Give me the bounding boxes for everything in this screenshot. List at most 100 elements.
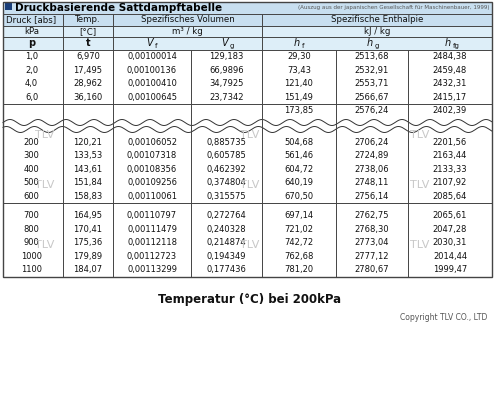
Text: 2047,28: 2047,28 (433, 225, 467, 234)
Text: h: h (445, 39, 451, 48)
Text: 28,962: 28,962 (74, 79, 102, 88)
Text: g: g (375, 43, 380, 49)
Text: Temp.: Temp. (75, 16, 101, 24)
Text: 6,0: 6,0 (25, 93, 38, 102)
Text: Spezifische Enthalpie: Spezifische Enthalpie (331, 16, 423, 24)
Text: 900: 900 (24, 238, 40, 247)
Text: 781,20: 781,20 (284, 265, 314, 274)
Text: 0,00100136: 0,00100136 (127, 66, 177, 75)
Text: 133,53: 133,53 (74, 151, 102, 160)
Text: 0,194349: 0,194349 (207, 252, 246, 261)
Text: 300: 300 (24, 151, 40, 160)
Text: 151,84: 151,84 (74, 178, 102, 187)
Text: 200: 200 (24, 138, 40, 147)
Text: TLV: TLV (240, 130, 260, 140)
Text: 500: 500 (24, 178, 40, 187)
Text: 400: 400 (24, 165, 40, 174)
Text: 179,89: 179,89 (74, 252, 102, 261)
Text: 0,605785: 0,605785 (206, 151, 246, 160)
Text: m³ / kg: m³ / kg (172, 27, 203, 36)
Text: 561,46: 561,46 (284, 151, 314, 160)
Text: f: f (155, 43, 158, 49)
Text: TLV: TLV (410, 180, 430, 190)
Text: V: V (146, 39, 154, 48)
Text: 2532,91: 2532,91 (355, 66, 389, 75)
Text: 0,00113299: 0,00113299 (127, 265, 177, 274)
Text: Druck [abs]: Druck [abs] (6, 16, 56, 24)
Text: 17,495: 17,495 (74, 66, 102, 75)
Text: 2762,75: 2762,75 (355, 211, 389, 220)
Text: Temperatur (°C) bei 200kPa: Temperatur (°C) bei 200kPa (158, 294, 342, 307)
Text: g: g (230, 43, 234, 49)
Text: 2566,67: 2566,67 (354, 93, 390, 102)
Text: 742,72: 742,72 (284, 238, 314, 247)
Text: h: h (367, 39, 373, 48)
Text: 2415,17: 2415,17 (433, 93, 467, 102)
Text: 2706,24: 2706,24 (355, 138, 389, 147)
Text: 0,177436: 0,177436 (206, 265, 246, 274)
Text: 0,00110797: 0,00110797 (127, 211, 177, 220)
Text: 0,462392: 0,462392 (206, 165, 246, 174)
Text: 697,14: 697,14 (284, 211, 314, 220)
Text: 2748,11: 2748,11 (355, 178, 389, 187)
Text: 2768,30: 2768,30 (354, 225, 390, 234)
Text: 0,00108356: 0,00108356 (127, 165, 177, 174)
Text: Copyright TLV CO., LTD: Copyright TLV CO., LTD (400, 313, 487, 323)
Text: 0,00107318: 0,00107318 (127, 151, 177, 160)
Text: 604,72: 604,72 (284, 165, 314, 174)
Text: 762,68: 762,68 (284, 252, 314, 261)
Text: 23,7342: 23,7342 (209, 93, 244, 102)
Text: 0,00112723: 0,00112723 (127, 252, 177, 261)
Text: TLV: TLV (36, 130, 54, 140)
Bar (3, 2, 492, 14)
Text: fg: fg (453, 43, 460, 49)
Text: V: V (221, 39, 228, 48)
Text: 800: 800 (24, 225, 40, 234)
Text: 129,183: 129,183 (210, 52, 244, 61)
Text: 4,0: 4,0 (25, 79, 38, 88)
Text: 0,00100410: 0,00100410 (127, 79, 177, 88)
Text: 2085,64: 2085,64 (433, 192, 467, 201)
Text: 2432,31: 2432,31 (433, 79, 467, 88)
Text: 2738,06: 2738,06 (354, 165, 390, 174)
Text: 1100: 1100 (21, 265, 42, 274)
Text: 504,68: 504,68 (284, 138, 314, 147)
Text: 640,19: 640,19 (284, 178, 314, 187)
Text: 2773,04: 2773,04 (355, 238, 389, 247)
Text: TLV: TLV (410, 130, 430, 140)
Text: 66,9896: 66,9896 (209, 66, 244, 75)
Text: 600: 600 (24, 192, 40, 201)
Text: 29,30: 29,30 (287, 52, 311, 61)
Text: 700: 700 (24, 211, 40, 220)
Text: 2553,71: 2553,71 (355, 79, 389, 88)
Text: TLV: TLV (410, 240, 430, 250)
Text: (Auszug aus der japanischen Gesellschaft für Maschinenbauer, 1999): (Auszug aus der japanischen Gesellschaft… (298, 5, 490, 10)
Text: 0,00110061: 0,00110061 (127, 192, 177, 201)
Text: 170,41: 170,41 (74, 225, 102, 234)
Text: kJ / kg: kJ / kg (364, 27, 390, 36)
Text: 2459,48: 2459,48 (433, 66, 467, 75)
Text: 2163,44: 2163,44 (433, 151, 467, 160)
Text: 73,43: 73,43 (287, 66, 311, 75)
Text: TLV: TLV (240, 240, 260, 250)
Text: 36,160: 36,160 (74, 93, 102, 102)
Text: [°C]: [°C] (80, 27, 96, 36)
Text: TLV: TLV (240, 180, 260, 190)
Text: 2780,67: 2780,67 (354, 265, 390, 274)
Text: 2777,12: 2777,12 (355, 252, 389, 261)
Text: 120,21: 120,21 (74, 138, 102, 147)
Text: 0,885735: 0,885735 (206, 138, 246, 147)
Text: kPa: kPa (24, 27, 39, 36)
Text: TLV: TLV (36, 240, 54, 250)
Text: 0,240328: 0,240328 (206, 225, 246, 234)
Bar (3, 37, 492, 50)
Text: 2,0: 2,0 (25, 66, 38, 75)
Text: 670,50: 670,50 (284, 192, 314, 201)
Text: 184,07: 184,07 (74, 265, 102, 274)
Text: 1000: 1000 (21, 252, 42, 261)
Text: 2402,39: 2402,39 (433, 106, 467, 115)
Text: 2756,14: 2756,14 (355, 192, 389, 201)
Text: Druckbasierende Sattdampftabelle: Druckbasierende Sattdampftabelle (15, 3, 222, 13)
Text: Spezifisches Volumen: Spezifisches Volumen (140, 16, 234, 24)
Text: 0,00111479: 0,00111479 (127, 225, 177, 234)
